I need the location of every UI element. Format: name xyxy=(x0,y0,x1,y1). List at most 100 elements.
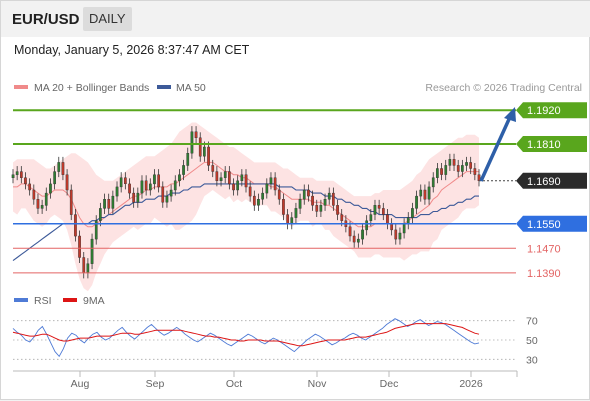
level-tag xyxy=(516,135,587,152)
candle-body xyxy=(411,208,414,218)
candle-body xyxy=(44,192,48,206)
candle-body xyxy=(382,208,385,215)
chart-datetime: Monday, January 5, 2026 8:37:47 AM CET xyxy=(14,43,250,57)
chart-header: EUR/USD DAILY xyxy=(1,1,590,37)
legend-label-9ma: 9MA xyxy=(83,295,105,307)
candle-body xyxy=(261,192,264,200)
candle-body xyxy=(415,195,418,209)
candle-body xyxy=(436,168,439,178)
candle-body xyxy=(215,171,219,182)
candle-body xyxy=(444,165,448,175)
x-tick-label: Dec xyxy=(380,378,399,390)
candle-body xyxy=(419,189,423,197)
candle-body xyxy=(340,214,344,221)
candle-body xyxy=(311,195,314,206)
candle-body xyxy=(123,177,127,184)
candle-body xyxy=(194,131,198,138)
candle-body xyxy=(173,180,177,191)
candle-body xyxy=(348,226,352,237)
candle-body xyxy=(423,189,427,200)
level-label: 1.1390 xyxy=(527,268,561,280)
candle-body xyxy=(327,192,331,200)
candle-body xyxy=(452,159,456,166)
candle-body xyxy=(57,162,61,172)
candle-body xyxy=(465,162,468,166)
candle-body xyxy=(469,162,472,169)
candle-body xyxy=(244,174,248,188)
forecast-arrow-head xyxy=(504,107,516,122)
x-tick-label: Nov xyxy=(308,378,327,390)
candle-body xyxy=(107,198,111,209)
candle-body xyxy=(53,171,56,185)
level-label: 1.1690 xyxy=(527,176,561,188)
x-tick-label: Oct xyxy=(226,378,242,390)
candle-body xyxy=(128,183,131,194)
candle-body xyxy=(144,180,148,191)
candle-body xyxy=(103,198,106,209)
candle-body xyxy=(61,162,65,175)
candle-body xyxy=(186,152,190,166)
candle-body xyxy=(219,177,223,181)
candle-body xyxy=(169,189,173,197)
candle-body xyxy=(390,223,393,231)
legend-swatch-9ma xyxy=(63,298,77,302)
candle-body xyxy=(307,189,310,197)
candle-body xyxy=(269,177,273,184)
watermark: Research © 2026 Trading Central xyxy=(425,82,582,94)
candle-body xyxy=(365,220,368,231)
legend-swatch-ma20 xyxy=(14,85,28,89)
rsi-tick-label: 30 xyxy=(526,354,538,366)
level-tag xyxy=(516,215,587,232)
x-tick-label: 2026 xyxy=(459,378,483,390)
symbol-title: EUR/USD xyxy=(12,11,80,28)
candle-body xyxy=(319,205,323,212)
candle-body xyxy=(74,214,77,237)
candle-body xyxy=(24,177,27,184)
candle-body xyxy=(406,217,410,224)
legend-label-rsi: RSI xyxy=(34,295,52,307)
candle-body xyxy=(40,205,44,209)
candle-body xyxy=(207,146,210,166)
price-levels: 1.1920 1.1810 1.1690 1.1550 1.1470 1.1390 xyxy=(13,102,587,280)
candle-body xyxy=(178,174,181,181)
period-badge[interactable]: DAILY xyxy=(83,7,132,31)
level-label: 1.1470 xyxy=(527,243,561,255)
candle-body xyxy=(323,198,327,206)
candle-body xyxy=(290,217,294,224)
candle-body xyxy=(20,171,23,178)
candle-body xyxy=(315,205,319,212)
candle-body xyxy=(394,229,398,240)
candle-body xyxy=(402,223,406,234)
legend-swatch-rsi xyxy=(14,298,28,302)
candle-body xyxy=(232,183,235,191)
candle-body xyxy=(148,183,152,191)
x-tick-label: Sep xyxy=(146,378,165,390)
level-tag xyxy=(516,172,587,189)
candle-body xyxy=(294,208,298,218)
candle-body xyxy=(265,183,269,194)
candle-body xyxy=(182,165,185,175)
candle-body xyxy=(211,165,215,172)
candle-body xyxy=(82,257,86,274)
candle-body xyxy=(69,189,73,215)
candle-body xyxy=(252,195,256,206)
candle-body xyxy=(49,183,52,194)
candle-body xyxy=(98,208,102,221)
candle-body xyxy=(377,205,381,209)
candle-body xyxy=(202,146,206,157)
legend-label-ma50: MA 50 xyxy=(176,82,206,94)
candle-body xyxy=(165,195,169,203)
candle-body xyxy=(111,195,115,209)
candle-body xyxy=(248,186,252,197)
candle-body xyxy=(115,186,119,197)
candle-body xyxy=(427,186,431,200)
rsi-plot-area: 70 50 30 xyxy=(12,316,538,366)
candle-body xyxy=(78,235,81,258)
candle-body xyxy=(257,198,260,206)
candle-body xyxy=(240,174,244,181)
candle-body xyxy=(190,131,194,154)
candle-body xyxy=(161,186,165,203)
level-label: 1.1550 xyxy=(527,219,561,231)
candle-body xyxy=(36,198,40,209)
